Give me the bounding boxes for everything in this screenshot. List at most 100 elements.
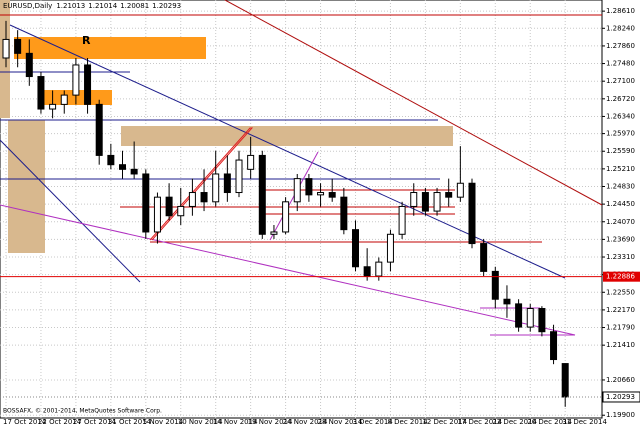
candle-body	[375, 261, 383, 277]
candle-body	[177, 205, 185, 217]
x-tick-label: 17 Oct 2014	[3, 418, 47, 426]
footer: BOSSAFX, © 2001-2014, MetaQuotes Softwar…	[3, 408, 162, 415]
x-tick-label: 12 Dec 2014	[422, 418, 467, 426]
candle-body	[72, 64, 80, 96]
x-tick-label: 8 Dec 2014	[387, 418, 428, 426]
ohlc-low: 1.20081	[120, 2, 149, 10]
candle-body	[25, 52, 33, 78]
candle-body	[14, 38, 22, 54]
candle-body	[398, 205, 406, 235]
candle-body	[270, 231, 278, 235]
y-tick-label: 1.25590	[606, 147, 635, 155]
y-tick-label: 1.27100	[606, 77, 635, 85]
x-tick-label: 22 Oct 2014	[38, 418, 82, 426]
bid-tag	[602, 391, 640, 403]
candle-body	[410, 192, 418, 207]
candle-body	[352, 229, 359, 268]
x-tick-label: 5 Nov 2014	[143, 418, 184, 426]
candle-body	[561, 363, 569, 398]
candle-body	[328, 192, 336, 198]
candle-body	[515, 303, 523, 328]
candle-body	[95, 103, 103, 156]
candle-body	[142, 173, 150, 233]
candle-body	[188, 192, 196, 207]
y-tick-label: 1.28240	[606, 24, 635, 32]
candle-body	[340, 196, 348, 231]
x-tick-label: 31 Oct 2014	[108, 418, 152, 426]
candle-body	[491, 270, 499, 300]
candle-body	[107, 154, 115, 166]
x-tick-label: 31 Dec 2014	[562, 418, 607, 426]
symbol: EURUSD,Daily	[3, 2, 52, 10]
x-tick-label: 3 Dec 2014	[353, 418, 394, 426]
x-tick-label: 28 Nov 2014	[318, 418, 363, 426]
y-tick-label: 1.23310	[606, 253, 635, 261]
candle-body	[363, 266, 371, 277]
zone	[38, 90, 112, 105]
y-tick-label: 1.24450	[606, 200, 635, 208]
candle-body	[223, 173, 231, 194]
candle-body	[433, 192, 441, 212]
candle-body	[235, 159, 243, 194]
candle-body	[421, 192, 429, 212]
chart-title: EURUSD,Daily 1.21013 1.21014 1.20081 1.20293	[3, 2, 181, 10]
candle-body	[212, 173, 220, 203]
y-tick-label: 1.26340	[606, 112, 635, 120]
candle-body	[282, 201, 290, 233]
candle-body	[165, 196, 173, 217]
candle-body	[550, 331, 558, 361]
y-tick-label: 1.21790	[606, 324, 635, 332]
x-tick-label: 24 Nov 2014	[283, 418, 328, 426]
trend-line	[0, 204, 576, 336]
y-tick-label: 1.24070	[606, 218, 635, 226]
y-tick-label: 1.23690	[606, 235, 635, 243]
x-tick-label: 27 Oct 2014	[73, 418, 117, 426]
candle-body	[538, 308, 546, 333]
candle-body	[258, 154, 266, 235]
candle-body	[526, 308, 534, 328]
candle-body	[468, 182, 476, 245]
candle-body	[49, 103, 57, 110]
y-tick-label: 1.19900	[606, 411, 635, 419]
ohlc-open: 1.21013	[56, 2, 85, 10]
candle-body	[60, 94, 68, 105]
candle-body	[386, 233, 394, 263]
candle-body	[317, 192, 325, 196]
candle-body	[84, 64, 92, 105]
moving-average	[224, 0, 603, 206]
price-tag	[603, 271, 640, 282]
zone	[0, 0, 10, 118]
candle-body	[2, 38, 10, 59]
x-tick-label: 17 Dec 2014	[457, 418, 502, 426]
annotation: R	[82, 34, 91, 47]
candle-body	[305, 178, 313, 196]
y-tick-label: 1.25970	[606, 130, 635, 138]
channel	[149, 127, 254, 241]
candle-body	[37, 76, 45, 110]
y-tick-label: 1.22550	[606, 288, 635, 296]
grid	[0, 0, 602, 418]
ohlc-high: 1.21014	[88, 2, 117, 10]
y-tick-label: 1.25210	[606, 165, 635, 173]
zone	[121, 126, 453, 146]
y-tick-label: 1.24830	[606, 182, 635, 190]
x-tick-label: 14 Nov 2014	[213, 418, 258, 426]
x-tick-label: 26 Dec 2014	[527, 418, 572, 426]
y-tick-label: 1.26720	[606, 95, 635, 103]
zone	[14, 37, 206, 59]
candle-body	[247, 154, 255, 170]
x-tick-label: 22 Dec 2014	[492, 418, 537, 426]
candle-body	[200, 192, 208, 203]
x-tick-label: 19 Nov 2014	[248, 418, 293, 426]
trend-line	[0, 139, 141, 283]
y-tick-label: 1.21410	[606, 341, 635, 349]
price-tag-label: 1.22886	[606, 273, 635, 281]
y-tick-label: 1.27480	[606, 60, 635, 68]
y-tick-label: 1.27860	[606, 42, 635, 50]
candle-body	[503, 298, 511, 305]
candle-body	[119, 164, 126, 170]
candle-body	[480, 243, 488, 272]
candle-body	[153, 196, 161, 233]
